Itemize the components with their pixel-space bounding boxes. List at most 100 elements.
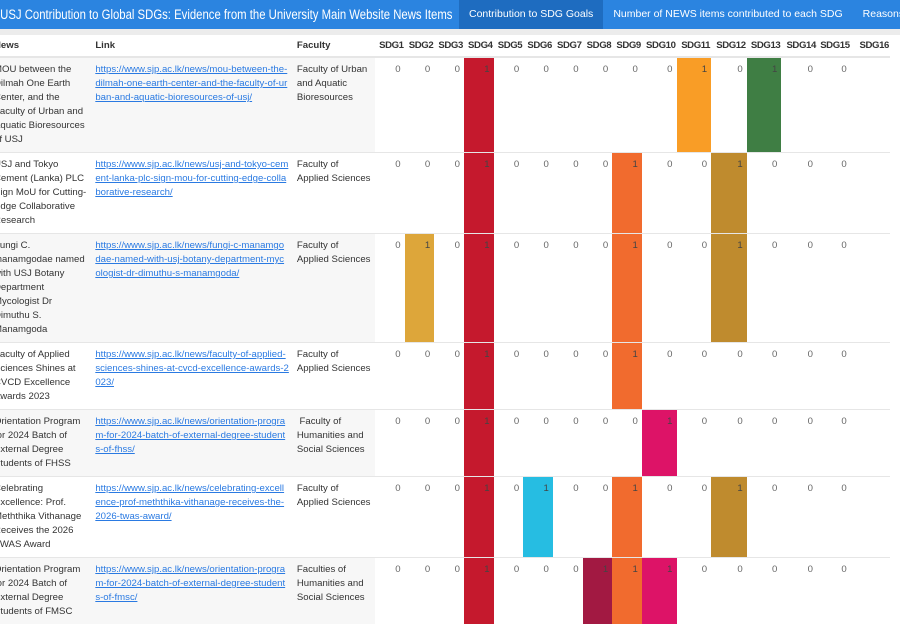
- news-title: Faculty of Applied Sciences Shines at CV…: [0, 343, 91, 410]
- column-header-sdg11[interactable]: SDG11: [677, 35, 712, 57]
- news-title: Orientation Program for 2024 Batch of Ex…: [0, 558, 91, 624]
- sdg-value-cell: 0: [781, 410, 817, 477]
- sdg-value-cell: 0: [677, 343, 712, 410]
- link-cell: https://www.sjp.ac.lk/news/orientation-p…: [91, 558, 293, 624]
- sdg-value-cell: 0: [817, 343, 851, 410]
- news-link[interactable]: https://www.sjp.ac.lk/news/celebrating-e…: [95, 483, 284, 522]
- sdg-value-cell: 0: [583, 234, 613, 343]
- faculty: Faculty of Applied Sciences: [293, 343, 375, 410]
- sdg-value-cell: 1: [612, 343, 642, 410]
- news-link[interactable]: https://www.sjp.ac.lk/news/orientation-p…: [95, 416, 285, 455]
- sdg-value-cell: 0: [375, 57, 405, 153]
- news-link[interactable]: https://www.sjp.ac.lk/news/orientation-p…: [95, 564, 285, 603]
- sdg-value-cell: 0: [781, 477, 817, 558]
- column-header-sdg8[interactable]: SDG8: [583, 35, 613, 57]
- news-link[interactable]: https://www.sjp.ac.lk/news/fungi-c-manam…: [95, 240, 284, 279]
- sdg-value-cell: 0: [817, 477, 851, 558]
- sdg-value-cell: 0: [642, 234, 677, 343]
- sdg-value-cell: 0: [677, 234, 712, 343]
- sdg-value-cell: 0: [677, 558, 712, 624]
- sdg-value-cell: 1: [612, 558, 642, 624]
- column-header-sdg6[interactable]: SDG6: [523, 35, 553, 57]
- sdg-value-cell: 0: [553, 558, 583, 624]
- sdg-value-cell: 0: [553, 153, 583, 234]
- news-link[interactable]: https://www.sjp.ac.lk/news/mou-between-t…: [95, 64, 287, 103]
- sdg-value-cell: 0: [677, 477, 712, 558]
- sdg-value-cell: 0: [781, 234, 817, 343]
- sdg16-cell: [851, 153, 890, 234]
- sdg-value-cell: 0: [375, 234, 405, 343]
- column-header-sdg16[interactable]: SDG16: [851, 35, 890, 57]
- sdg-value-cell: 1: [642, 558, 677, 624]
- news-link[interactable]: https://www.sjp.ac.lk/news/faculty-of-ap…: [95, 349, 289, 388]
- table-row: Orientation Program for 2024 Batch of Ex…: [0, 410, 890, 477]
- column-header-sdg7[interactable]: SDG7: [553, 35, 583, 57]
- column-header-sdg5[interactable]: SDG5: [494, 35, 524, 57]
- sdg-value-cell: 1: [612, 477, 642, 558]
- news-title: Orientation Program for 2024 Batch of Ex…: [0, 410, 91, 477]
- faculty: Faculty of Urban and Aquatic Bioresource…: [293, 57, 375, 153]
- sdg-value-cell: 0: [553, 343, 583, 410]
- column-header-sdg3[interactable]: SDG3: [434, 35, 464, 57]
- sdg-value-cell: 1: [711, 234, 747, 343]
- sdg16-cell: [851, 558, 890, 624]
- column-header-sdg12[interactable]: SDG12: [711, 35, 747, 57]
- column-header-sdg1[interactable]: SDG1: [375, 35, 405, 57]
- table-row: Celebrating Excellence: Prof. Meththika …: [0, 477, 890, 558]
- sdg-value-cell: 1: [711, 153, 747, 234]
- column-header-link[interactable]: Link: [91, 35, 293, 57]
- sdg-value-cell: 0: [642, 57, 677, 153]
- sdg-value-cell: 0: [494, 410, 524, 477]
- link-cell: https://www.sjp.ac.lk/news/usj-and-tokyo…: [91, 153, 293, 234]
- sdg-value-cell: 0: [583, 153, 613, 234]
- column-header-sdg15[interactable]: SDG15: [817, 35, 851, 57]
- column-header-sdg2[interactable]: SDG2: [405, 35, 435, 57]
- tab-news-count[interactable]: Number of NEWS items contributed to each…: [603, 0, 852, 29]
- sdg-value-cell: 0: [583, 410, 613, 477]
- column-header-sdg13[interactable]: SDG13: [747, 35, 782, 57]
- sdg-value-cell: 1: [523, 477, 553, 558]
- sdg-value-cell: 0: [434, 343, 464, 410]
- news-link[interactable]: https://www.sjp.ac.lk/news/usj-and-tokyo…: [95, 159, 288, 198]
- column-header-news[interactable]: News: [0, 35, 91, 57]
- link-cell: https://www.sjp.ac.lk/news/celebrating-e…: [91, 477, 293, 558]
- navbar: USJ Contribution to Global SDGs: Evidenc…: [0, 0, 900, 29]
- sdg-value-cell: 0: [405, 558, 435, 624]
- sdg-value-cell: 0: [583, 57, 613, 153]
- sdg-value-cell: 0: [523, 234, 553, 343]
- sdg-value-cell: 1: [711, 477, 747, 558]
- sdg-table: NewsLinkFacultySDG1SDG2SDG3SDG4SDG5SDG6S…: [0, 35, 890, 624]
- table-row: Fungi C. manamgodae named with USJ Botan…: [0, 234, 890, 343]
- sdg-value-cell: 0: [711, 57, 747, 153]
- sdg-value-cell: 0: [817, 57, 851, 153]
- sdg-value-cell: 1: [464, 477, 494, 558]
- sdg-value-cell: 0: [553, 234, 583, 343]
- sdg-value-cell: 0: [375, 410, 405, 477]
- column-header-sdg9[interactable]: SDG9: [612, 35, 642, 57]
- column-header-sdg10[interactable]: SDG10: [642, 35, 677, 57]
- sdg-value-cell: 0: [711, 558, 747, 624]
- column-header-faculty[interactable]: Faculty: [293, 35, 375, 57]
- tab-contribution[interactable]: Contribution to SDG Goals: [459, 0, 603, 29]
- tab-reasons[interactable]: Reasons for the classification: [853, 0, 900, 29]
- sdg-value-cell: 0: [405, 343, 435, 410]
- sdg16-cell: [851, 234, 890, 343]
- sdg16-cell: [851, 57, 890, 153]
- sdg-value-cell: 0: [583, 343, 613, 410]
- sdg-value-cell: 0: [494, 558, 524, 624]
- sdg-value-cell: 0: [434, 410, 464, 477]
- link-cell: https://www.sjp.ac.lk/news/mou-between-t…: [91, 57, 293, 153]
- news-title: USJ and Tokyo Cement (Lanka) PLC Sign Mo…: [0, 153, 91, 234]
- sdg-value-cell: 0: [817, 410, 851, 477]
- sdg-value-cell: 0: [434, 477, 464, 558]
- sdg-value-cell: 0: [583, 477, 613, 558]
- sdg-value-cell: 0: [781, 153, 817, 234]
- sdg-value-cell: 0: [375, 477, 405, 558]
- column-header-sdg4[interactable]: SDG4: [464, 35, 494, 57]
- table-row: MOU between the Dilmah One Earth Center,…: [0, 57, 890, 153]
- page-title: USJ Contribution to Global SDGs: Evidenc…: [0, 0, 452, 29]
- column-header-sdg14[interactable]: SDG14: [781, 35, 817, 57]
- table-row: Orientation Program for 2024 Batch of Ex…: [0, 558, 890, 624]
- sdg-value-cell: 0: [494, 153, 524, 234]
- sdg-value-cell: 0: [434, 234, 464, 343]
